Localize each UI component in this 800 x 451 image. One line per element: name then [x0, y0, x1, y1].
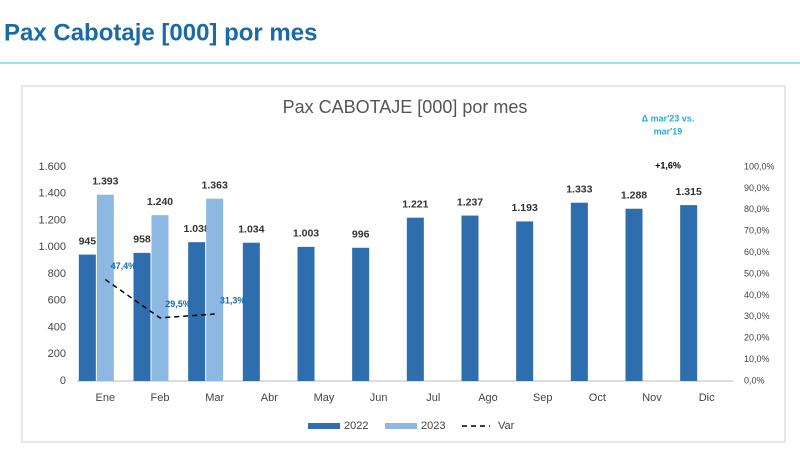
data-label: 1.315	[676, 186, 702, 198]
x-tick-label: May	[314, 392, 335, 404]
data-label: 1.240	[147, 196, 173, 208]
data-label: 1.034	[238, 223, 264, 235]
y-tick-label: 1.000	[38, 241, 66, 253]
data-label: 1.363	[202, 179, 228, 191]
data-label: 945	[79, 235, 97, 247]
line-label: 47,4%	[111, 261, 137, 271]
legend-swatch	[308, 423, 340, 429]
annotation: mar'19	[654, 126, 683, 136]
page-title: Pax Cabotaje [000] por mes	[4, 19, 317, 46]
bar	[406, 217, 424, 381]
bar	[96, 194, 114, 381]
y2-tick-label: 10,0%	[744, 354, 770, 364]
annotation: Δ mar'23 vs.	[642, 113, 695, 123]
bar	[352, 247, 370, 381]
y2-tick-label: 90,0%	[744, 183, 770, 193]
x-tick-label: Oct	[589, 392, 606, 404]
bar	[570, 202, 588, 381]
y2-tick-label: 100,0%	[744, 161, 775, 171]
y2-tick-label: 0,0%	[744, 375, 765, 385]
x-tick-label: Ago	[478, 392, 498, 404]
bar	[297, 246, 315, 381]
line-label: 29,5%	[165, 299, 191, 309]
x-tick-label: Abr	[261, 392, 278, 404]
data-label: 1.288	[621, 190, 647, 202]
bar	[516, 221, 534, 381]
data-label: 1.193	[512, 202, 538, 214]
data-label: 1.038	[184, 223, 210, 235]
y2-tick-label: 30,0%	[744, 311, 770, 321]
x-tick-label: Jun	[370, 392, 388, 404]
bar	[133, 252, 151, 381]
line-label: 31,3%	[220, 295, 246, 305]
y2-tick-label: 60,0%	[744, 247, 770, 257]
y-tick-label: 1.400	[38, 188, 66, 200]
legend-label: 2023	[421, 420, 445, 432]
legend-label: 2022	[344, 420, 368, 432]
data-label: 1.003	[293, 228, 319, 240]
bar	[461, 215, 479, 381]
bar	[242, 242, 260, 381]
y-tick-label: 800	[48, 268, 66, 280]
data-label: 958	[133, 234, 151, 246]
bar	[680, 205, 698, 381]
legend-label: Var	[498, 420, 515, 432]
y-tick-label: 200	[48, 348, 66, 360]
chart-title: Pax CABOTAJE [000] por mes	[283, 97, 528, 117]
y-tick-label: 1.600	[38, 161, 66, 173]
x-tick-label: Nov	[642, 392, 662, 404]
bar	[78, 254, 96, 381]
line	[104, 278, 215, 319]
y2-tick-label: 80,0%	[744, 204, 770, 214]
bar	[151, 215, 169, 381]
data-label: 1.333	[566, 183, 592, 195]
data-label: 1.237	[457, 196, 483, 208]
y-tick-label: 400	[48, 321, 66, 333]
y2-tick-label: 50,0%	[744, 268, 770, 278]
y-tick-label: 1.200	[38, 214, 66, 226]
x-tick-label: Feb	[151, 392, 170, 404]
annotation-value: +1,6%	[655, 160, 681, 170]
bar	[206, 198, 224, 381]
y-tick-label: 0	[60, 375, 66, 387]
y2-tick-label: 70,0%	[744, 226, 770, 236]
data-label: 1.221	[402, 198, 428, 210]
legend-swatch	[385, 423, 417, 429]
y2-tick-label: 20,0%	[744, 333, 770, 343]
data-label: 1.393	[92, 175, 118, 187]
y-tick-label: 600	[48, 295, 66, 307]
data-label: 996	[352, 229, 370, 241]
x-tick-label: Mar	[205, 392, 224, 404]
x-tick-label: Jul	[426, 392, 440, 404]
bar	[188, 242, 206, 381]
bar	[625, 208, 643, 381]
y2-tick-label: 40,0%	[744, 290, 770, 300]
x-tick-label: Ene	[96, 392, 116, 404]
x-tick-label: Dic	[699, 392, 715, 404]
x-tick-label: Sep	[533, 392, 553, 404]
